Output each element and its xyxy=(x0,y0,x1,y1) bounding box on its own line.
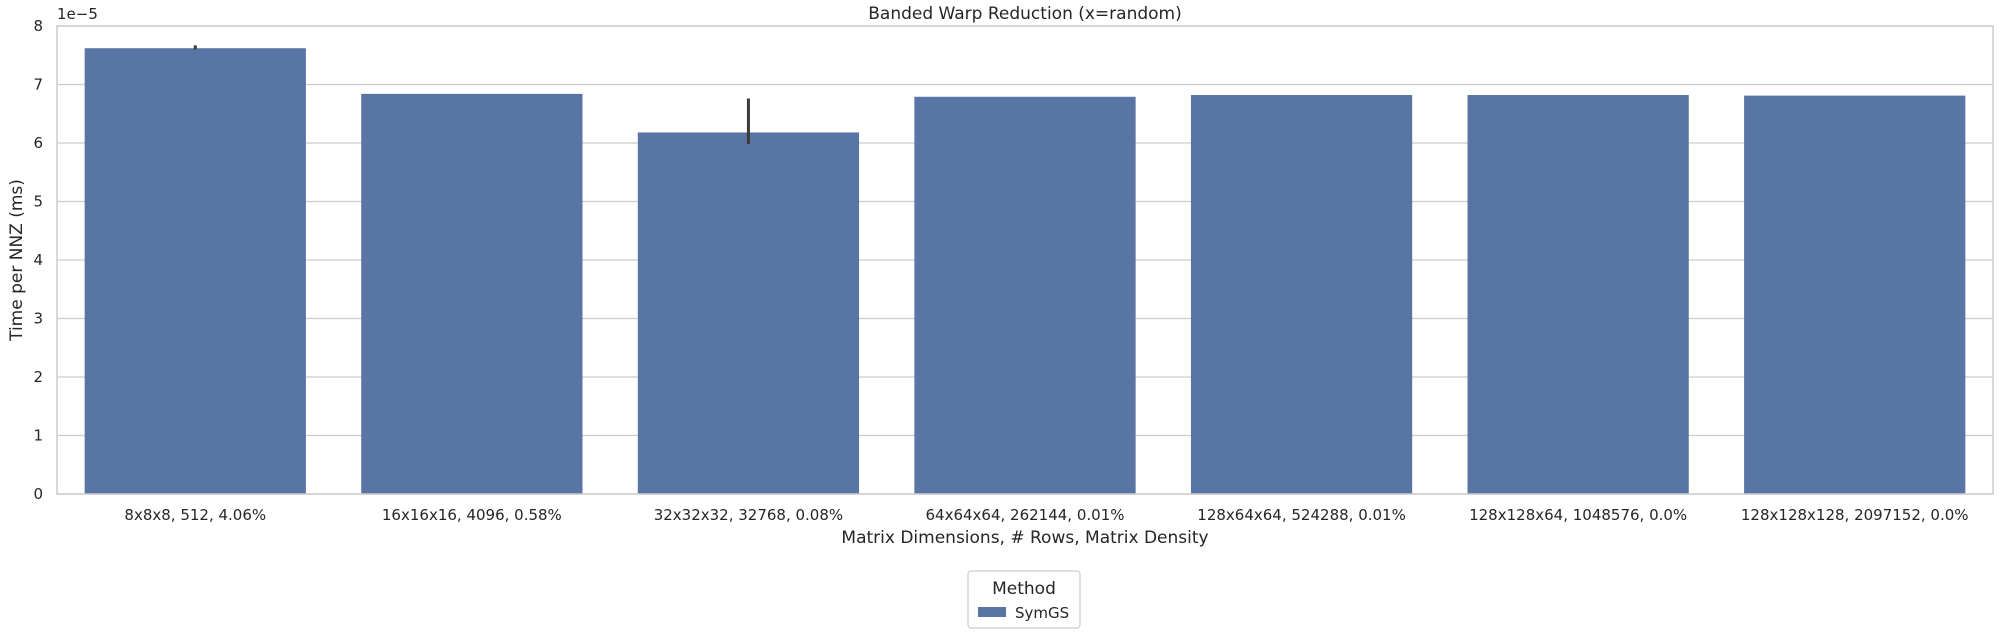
x-tick-label-1: 8x8x8, 512, 4.06% xyxy=(124,506,266,524)
bar-6 xyxy=(1467,95,1689,494)
x-tick-label-6: 128x128x64, 1048576, 0.0% xyxy=(1469,506,1687,524)
y-tick-label-5: 5 xyxy=(33,193,43,211)
y-tick-label-7: 7 xyxy=(33,76,43,94)
x-axis-label: Matrix Dimensions, # Rows, Matrix Densit… xyxy=(841,528,1208,548)
y-tick-label-2: 2 xyxy=(33,368,43,386)
x-tick-label-7: 128x128x128, 2097152, 0.0% xyxy=(1741,506,1969,524)
legend-title: Method xyxy=(992,579,1056,599)
error-bars xyxy=(193,45,750,145)
bar-5 xyxy=(1190,95,1413,494)
bars xyxy=(84,48,1966,495)
legend-label-symgs: SymGS xyxy=(1015,604,1069,622)
y-tick-label-1: 1 xyxy=(33,427,43,445)
x-tick-label-2: 16x16x16, 4096, 0.58% xyxy=(382,506,562,524)
y-tick-labels: 0 1 2 3 4 5 6 7 8 xyxy=(33,17,43,503)
plot-frame xyxy=(56,25,1994,495)
bar-1 xyxy=(84,48,306,494)
bar-7 xyxy=(1744,95,1966,495)
x-tick-label-3: 32x32x32, 32768, 0.08% xyxy=(654,506,843,524)
x-tick-labels: 8x8x8, 512, 4.06% 16x16x16, 4096, 0.58% 32… xyxy=(124,506,1968,524)
y-tick-label-8: 8 xyxy=(33,17,43,35)
x-tick-label-5: 128x64x64, 524288, 0.01% xyxy=(1197,506,1406,524)
x-tick-label-4: 64x64x64, 262144, 0.01% xyxy=(926,506,1125,524)
bar-3 xyxy=(637,132,860,494)
bar-4 xyxy=(914,96,1136,494)
y-tick-label-4: 4 xyxy=(33,251,43,269)
y-scale-multiplier: 1e−5 xyxy=(57,5,98,23)
y-tick-label-3: 3 xyxy=(33,310,43,328)
legend: Method SymGS xyxy=(967,570,1081,629)
chart-title: Banded Warp Reduction (x=random) xyxy=(868,4,1182,24)
y-tick-label-0: 0 xyxy=(33,485,43,503)
y-tick-label-6: 6 xyxy=(33,134,43,152)
legend-swatch-symgs xyxy=(978,607,1006,617)
bar-2 xyxy=(361,93,583,495)
y-axis-label: Time per NNZ (ms) xyxy=(7,179,27,342)
